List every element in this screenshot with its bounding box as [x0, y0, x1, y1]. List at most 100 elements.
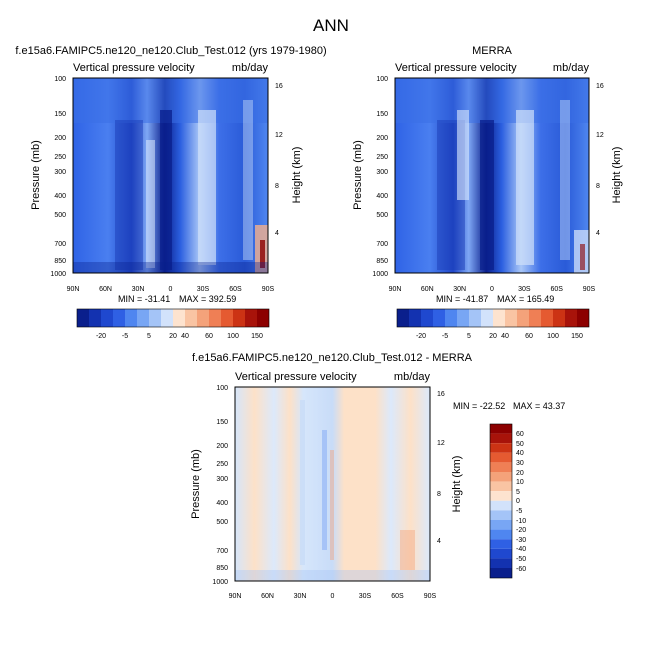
colorbar-tick-label: 100 [227, 333, 239, 340]
colorbar-tick-label: -10 [516, 518, 526, 525]
y-tick-label-right: 8 [437, 491, 441, 498]
colorbar-tick-label: 30 [516, 460, 524, 467]
y-tick-label: 250 [54, 154, 66, 161]
y-tick-label: 150 [376, 111, 388, 118]
y-tick-label: 500 [216, 519, 228, 526]
colorbar: -20 -5 5 20 40 60 100 150 [396, 308, 590, 340]
y-tick-label-right: 8 [596, 183, 600, 190]
colorbar-tick-label: 40 [181, 333, 189, 340]
y-tick-label: 300 [216, 476, 228, 483]
colorbar-tick-label: 100 [547, 333, 559, 340]
panel-merra: MERRA Vertical pressure velocity mb/day … [352, 45, 623, 340]
colorbar-tick-label: 40 [501, 333, 509, 340]
x-tick-label: 30S [518, 286, 531, 293]
x-axis: 90N 60N 30N 0 30S 60S 90S [229, 593, 437, 600]
x-tick-label: 60S [550, 286, 563, 293]
y-tick-label-right: 12 [596, 132, 604, 139]
y-tick-label: 250 [216, 461, 228, 468]
min-label: MIN = -31.41 [118, 294, 170, 304]
y-axis-left: 100 150 200 250 300 400 500 700 850 1000… [190, 385, 228, 586]
x-tick-label: 90N [389, 286, 402, 293]
y-axis-right: 16 12 8 4 Height (km) [596, 83, 623, 237]
max-label: MAX = 165.49 [497, 294, 554, 304]
colorbar-tick-label: -5 [442, 333, 448, 340]
colorbar-tick-label: -20 [416, 333, 426, 340]
y-tick-label: 100 [376, 76, 388, 83]
x-axis: 90N 60N 30N 0 30S 60S 90S [389, 286, 596, 293]
x-tick-label: 60S [229, 286, 242, 293]
variable-label: Vertical pressure velocity [395, 62, 517, 74]
colorbar-tick-label: 60 [516, 431, 524, 438]
units-label: mb/day [553, 62, 590, 74]
y-tick-label: 300 [54, 169, 66, 176]
y-axis-title: Pressure (mb) [352, 140, 364, 210]
y-axis-right: 16 12 8 4 Height (km) [275, 83, 303, 237]
y-tick-label: 850 [216, 565, 228, 572]
x-tick-label: 60N [99, 286, 112, 293]
colorbar-tick-label: -5 [516, 508, 522, 515]
y-tick-label: 100 [216, 385, 228, 392]
colorbar-tick-label: -20 [96, 333, 106, 340]
colorbar-tick-label: 20 [169, 333, 177, 340]
colorbar-tick-label: 10 [516, 479, 524, 486]
y-tick-label-right: 12 [275, 132, 283, 139]
x-tick-label: 0 [331, 593, 335, 600]
y-tick-label: 200 [216, 443, 228, 450]
y-axis-title: Pressure (mb) [30, 140, 42, 210]
y-axis-left: 100 150 200 250 300 400 500 700 850 1000… [30, 76, 66, 278]
x-tick-label: 30N [294, 593, 307, 600]
y-tick-label: 200 [54, 135, 66, 142]
colorbar-tick-label: 150 [251, 333, 263, 340]
x-tick-label: 30S [197, 286, 210, 293]
panel-title: f.e15a6.FAMIPC5.ne120_ne120.Club_Test.01… [15, 45, 326, 57]
y-tick-label-right: 4 [275, 230, 279, 237]
y-tick-label: 700 [54, 241, 66, 248]
y-tick-label: 200 [376, 135, 388, 142]
colorbar-tick-label: -50 [516, 556, 526, 563]
y-tick-label-right: 16 [275, 83, 283, 90]
min-label: MIN = -22.52 [453, 401, 505, 411]
panel-model: f.e15a6.FAMIPC5.ne120_ne120.Club_Test.01… [15, 45, 326, 340]
y-tick-label: 850 [54, 258, 66, 265]
y-axis-title-right: Height (km) [611, 147, 623, 204]
y-tick-label-right: 16 [596, 83, 604, 90]
x-tick-label: 90S [424, 593, 437, 600]
variable-label: Vertical pressure velocity [73, 62, 195, 74]
units-label: mb/day [394, 371, 431, 383]
y-tick-label: 500 [376, 212, 388, 219]
colorbar-tick-label: 5 [147, 333, 151, 340]
max-label: MAX = 392.59 [179, 294, 236, 304]
y-tick-label-right: 8 [275, 183, 279, 190]
colorbar-tick-label: 150 [571, 333, 583, 340]
y-axis-title: Pressure (mb) [190, 449, 202, 519]
page-title: ANN [313, 16, 349, 35]
heatmap-field [72, 77, 269, 274]
heatmap-field [394, 77, 590, 274]
y-tick-label-right: 16 [437, 391, 445, 398]
y-tick-label: 700 [376, 241, 388, 248]
colorbar: -20 -5 5 20 40 60 100 150 [76, 308, 270, 340]
colorbar-tick-label: -30 [516, 537, 526, 544]
colorbar: 60 50 40 30 20 10 5 0 -5 -10 -20 -30 -40… [489, 423, 526, 579]
min-label: MIN = -41.87 [436, 294, 488, 304]
y-tick-label: 1000 [372, 271, 388, 278]
colorbar-tick-label: 0 [516, 498, 520, 505]
y-tick-label-right: 4 [437, 538, 441, 545]
x-tick-label: 60N [261, 593, 274, 600]
colorbar-tick-label: 5 [516, 489, 520, 496]
y-axis-title-right: Height (km) [451, 456, 463, 513]
x-tick-label: 30N [132, 286, 145, 293]
y-axis-title-right: Height (km) [291, 147, 303, 204]
colorbar-tick-label: -40 [516, 546, 526, 553]
y-tick-label: 1000 [50, 271, 66, 278]
colorbar-tick-label: -5 [122, 333, 128, 340]
x-axis: 90N 60N 30N 0 30S 60S 90S [67, 286, 275, 293]
x-tick-label: 30N [453, 286, 466, 293]
y-tick-label-right: 4 [596, 230, 600, 237]
y-tick-label: 300 [376, 169, 388, 176]
x-tick-label: 90S [583, 286, 596, 293]
panel-difference: f.e15a6.FAMIPC5.ne120_ne120.Club_Test.01… [190, 352, 565, 600]
colorbar-tick-label: -60 [516, 566, 526, 573]
colorbar-tick-label: -20 [516, 527, 526, 534]
